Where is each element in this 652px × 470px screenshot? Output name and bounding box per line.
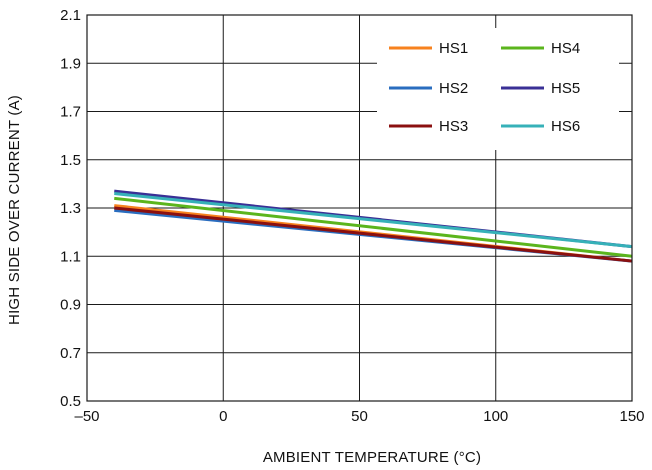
- x-tick-label: 100: [483, 408, 508, 425]
- series-line-hs3: [114, 206, 633, 263]
- legend-label-hs6: HS6: [551, 118, 580, 135]
- y-axis-label: HIGH SIDE OVER CURRENT (A): [6, 95, 23, 325]
- x-tick-label: 150: [619, 408, 644, 425]
- legend-label-hs3: HS3: [439, 118, 468, 135]
- plot-frame: [86, 14, 633, 402]
- series-line-hs4: [114, 196, 633, 258]
- y-tick-label: 1.5: [60, 152, 81, 169]
- y-tick-label: 0.7: [60, 345, 81, 362]
- legend-label-hs5: HS5: [551, 80, 580, 97]
- y-tick-label: 1.3: [60, 200, 81, 217]
- series-layer: [114, 189, 633, 263]
- legend: HS1 HS2 HS3 HS4 HS5 HS6: [377, 28, 619, 150]
- x-tick-label: 50: [351, 408, 368, 425]
- legend-label-hs4: HS4: [551, 40, 580, 57]
- x-tick-label: 0: [219, 408, 227, 425]
- y-tick-label: 0.9: [60, 297, 81, 314]
- y-tick-label: 1.7: [60, 104, 81, 121]
- x-axis-label: AMBIENT TEMPERATURE (°C): [263, 449, 481, 466]
- legend-label-hs2: HS2: [439, 80, 468, 97]
- frame-layer: [86, 14, 633, 402]
- series-line-hs6: [114, 192, 633, 249]
- y-tick-label: 2.1: [60, 7, 81, 24]
- y-tick-label: 0.5: [60, 393, 81, 410]
- y-tick-label: 1.9: [60, 55, 81, 72]
- legend-label-hs1: HS1: [439, 40, 468, 57]
- tick-layer: 0.5 0.7 0.9 1.1 1.3 1.5 1.7 1.9 2.1 –50 0 50 100 150: [60, 7, 644, 425]
- x-tick-label: –50: [74, 408, 99, 425]
- y-tick-label: 1.1: [60, 248, 81, 265]
